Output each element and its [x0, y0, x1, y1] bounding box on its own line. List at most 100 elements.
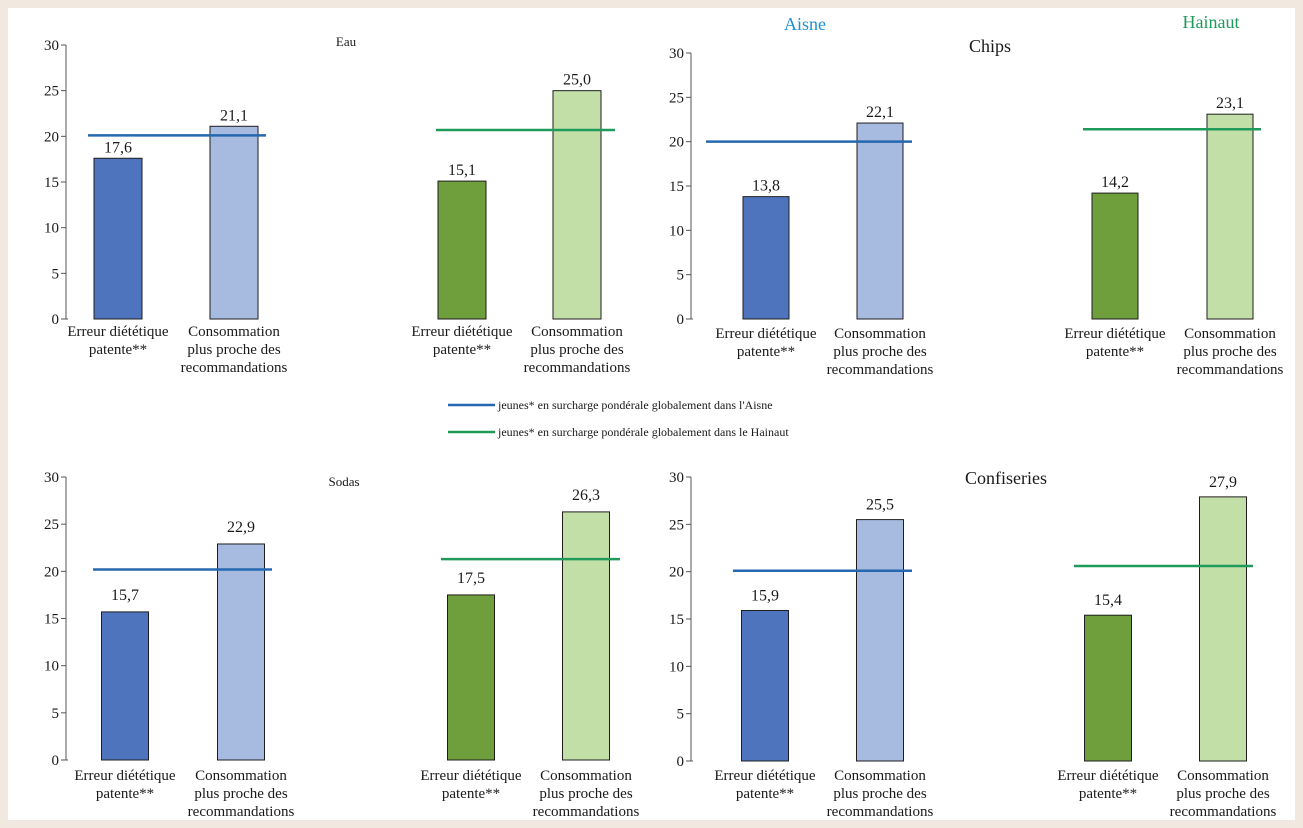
- bar-value-label: 17,5: [457, 570, 485, 587]
- bar: [856, 519, 904, 762]
- category-label-line: plus proche des: [833, 786, 926, 802]
- y-tick-label: 10: [44, 221, 59, 237]
- y-tick-label: 10: [669, 223, 684, 239]
- bar-value-label: 15,1: [448, 162, 476, 179]
- y-tick-label: 5: [677, 707, 685, 723]
- y-tick-label: 15: [669, 612, 684, 628]
- category-label-line: patente**: [1079, 786, 1137, 802]
- bar: [552, 90, 602, 320]
- y-tick-label: 15: [669, 179, 684, 195]
- bar: [437, 180, 487, 320]
- y-tick-label: 30: [669, 470, 684, 486]
- category-label-line: Consommation: [834, 326, 926, 342]
- chart-panel-confiseries: Confiseries 0 5 10 15 20 25 30 15,9 Erreur diétét…: [669, 468, 1276, 820]
- y-tick-label: 15: [44, 612, 59, 628]
- category-label: Consommation plus proche des recommandatio…: [524, 324, 631, 376]
- category-label-line: Erreur diététique: [411, 324, 513, 340]
- y-tick-label: 10: [669, 659, 684, 675]
- category-label-line: recommandations: [1177, 362, 1284, 378]
- y-tick-label: 0: [52, 753, 60, 769]
- category-label-line: plus proche des: [539, 786, 632, 802]
- category-label-line: recommandations: [1170, 804, 1277, 820]
- legend-label: jeunes* en surcharge pondérale globaleme…: [497, 398, 773, 412]
- bar: [741, 609, 789, 762]
- bar-value-label: 25,5: [866, 497, 894, 514]
- bar: [856, 122, 904, 320]
- bar-value-label: 22,9: [227, 519, 255, 536]
- category-label-line: Consommation: [195, 768, 287, 784]
- category-label-line: patente**: [1086, 344, 1144, 360]
- bar-value-label: 17,6: [104, 139, 132, 156]
- y-tick-label: 10: [44, 659, 59, 675]
- category-label-line: recommandations: [827, 804, 934, 820]
- category-label: Erreur diététique patente**: [1064, 326, 1166, 360]
- category-label-line: plus proche des: [833, 344, 926, 360]
- category-label: Consommation plus proche des recommandatio…: [188, 768, 295, 820]
- y-tick-label: 20: [44, 564, 59, 580]
- y-tick-label: 5: [677, 268, 685, 284]
- bar: [447, 594, 495, 761]
- bar: [93, 157, 143, 320]
- category-label-line: patente**: [736, 786, 794, 802]
- category-label: Erreur diététique patente**: [74, 768, 176, 802]
- region-label-hainaut: Hainaut: [1183, 12, 1240, 32]
- charts-canvas: Eau 0 5 10 15 20 25 30 17,6 Erreur diététique pate…: [44, 12, 1283, 820]
- category-label: Consommation plus proche des recommandatio…: [181, 324, 288, 376]
- bar-value-label: 13,8: [752, 178, 780, 195]
- category-label-line: patente**: [96, 786, 154, 802]
- chart-title: Sodas: [328, 474, 359, 489]
- category-label: Consommation plus proche des recommandatio…: [533, 768, 640, 820]
- category-label-line: plus proche des: [194, 786, 287, 802]
- category-label-line: Erreur diététique: [1064, 326, 1166, 342]
- category-label: Erreur diététique patente**: [67, 324, 169, 358]
- category-label-line: Consommation: [1184, 326, 1276, 342]
- bar-value-label: 25,0: [563, 72, 591, 89]
- bar: [1199, 496, 1247, 762]
- bar-value-label: 21,1: [220, 107, 248, 124]
- category-label: Consommation plus proche des recommandatio…: [827, 326, 934, 378]
- y-tick-label: 20: [44, 129, 59, 145]
- bar-value-label: 15,4: [1094, 592, 1122, 609]
- y-tick-label: 25: [44, 84, 59, 100]
- chart-panel-chips: Chips 0 5 10 15 20 25 30 13,8 Erreur diététique pa…: [669, 36, 1283, 378]
- bar: [217, 543, 265, 761]
- chart-panel-eau: Eau 0 5 10 15 20 25 30 17,6 Erreur diététique pate…: [44, 34, 630, 376]
- chart-title: Chips: [969, 36, 1011, 56]
- category-label-line: patente**: [442, 786, 500, 802]
- y-tick-label: 30: [44, 38, 59, 54]
- bar-value-label: 14,2: [1101, 174, 1129, 191]
- category-label-line: Erreur diététique: [714, 768, 816, 784]
- category-label-line: Consommation: [1177, 768, 1269, 784]
- chart-panel-sodas: Sodas 0 5 10 15 20 25 30 15,7 Erreur diététique pa…: [44, 470, 639, 820]
- category-label-line: Erreur diététique: [74, 768, 176, 784]
- bar-value-label: 15,9: [751, 587, 779, 604]
- chart-title: Eau: [336, 34, 357, 49]
- category-label-line: recommandations: [181, 360, 288, 376]
- category-label: Consommation plus proche des recommandatio…: [1177, 326, 1284, 378]
- y-tick-label: 30: [669, 46, 684, 62]
- bar: [1206, 113, 1254, 320]
- chart-figure: Eau 0 5 10 15 20 25 30 17,6 Erreur diététique pate…: [8, 8, 1295, 820]
- category-label-line: Consommation: [540, 768, 632, 784]
- category-label-line: Erreur diététique: [67, 324, 169, 340]
- y-tick-label: 25: [669, 517, 684, 533]
- bar-value-label: 15,7: [111, 587, 139, 604]
- category-label-line: Consommation: [531, 324, 623, 340]
- category-label: Consommation plus proche des recommandatio…: [827, 768, 934, 820]
- category-label-line: Erreur diététique: [420, 768, 522, 784]
- bar: [1091, 192, 1139, 320]
- y-tick-label: 5: [52, 266, 60, 282]
- y-tick-label: 30: [44, 470, 59, 486]
- bar-value-label: 22,1: [866, 104, 894, 121]
- category-label-line: plus proche des: [1176, 786, 1269, 802]
- category-label-line: recommandations: [188, 804, 295, 820]
- category-label-line: patente**: [433, 342, 491, 358]
- y-tick-label: 15: [44, 175, 59, 191]
- y-tick-label: 0: [677, 754, 685, 770]
- category-label-line: Consommation: [834, 768, 926, 784]
- bar: [101, 611, 149, 761]
- category-label: Erreur diététique patente**: [411, 324, 513, 358]
- category-label-line: plus proche des: [1183, 344, 1276, 360]
- y-tick-label: 0: [677, 312, 685, 328]
- legend-label: jeunes* en surcharge pondérale globaleme…: [497, 425, 789, 439]
